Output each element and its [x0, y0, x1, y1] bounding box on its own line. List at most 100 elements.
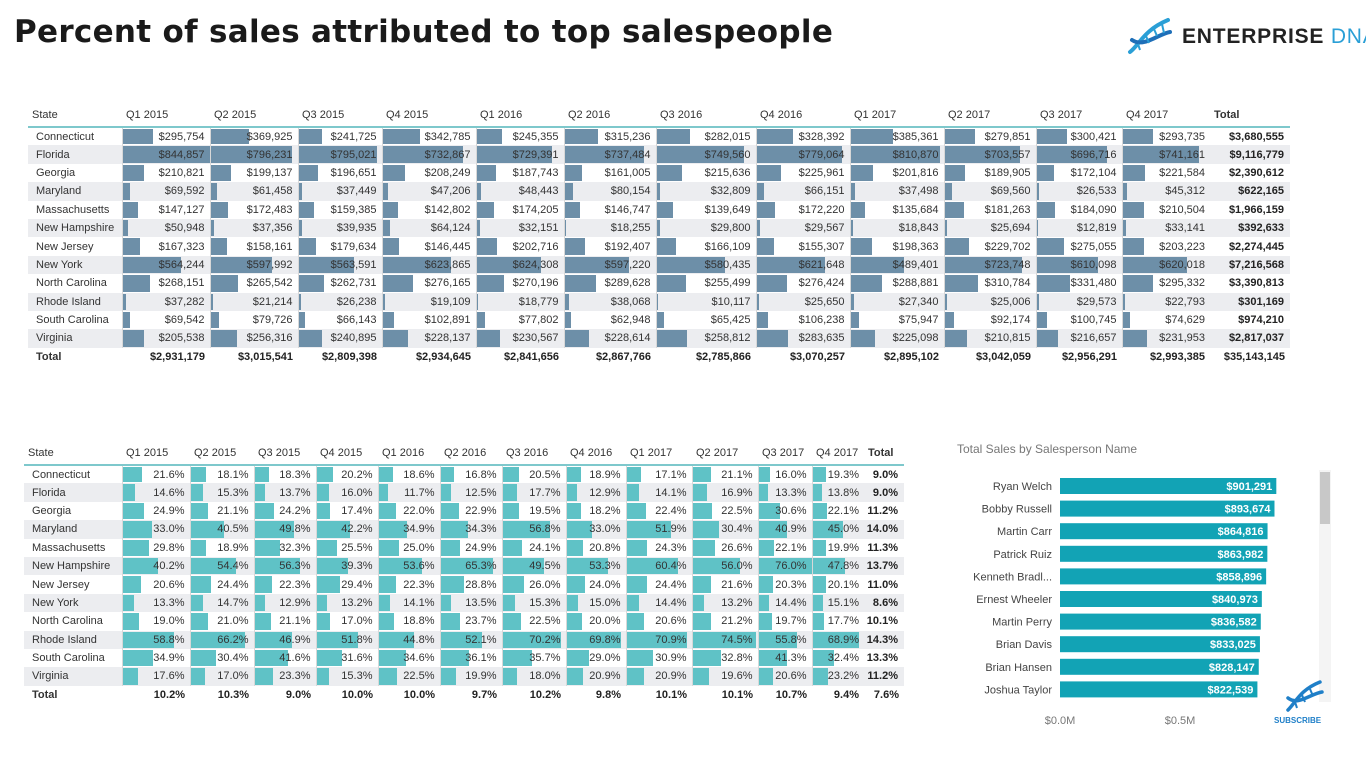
- table-row[interactable]: Massachusetts 29.8% 18.9% 32.3% 25.5% 25.0% 24…: [24, 538, 904, 557]
- column-header-total[interactable]: Total: [1214, 108, 1240, 121]
- column-header[interactable]: Q3 2016: [506, 446, 549, 459]
- table-cell: $38,068: [563, 292, 656, 311]
- table-cell: $315,236: [563, 127, 656, 146]
- data-bar: [210, 238, 227, 255]
- table-row[interactable]: Virginia 17.6% 17.0% 23.3% 15.3% 22.5% 19.9% 18…: [24, 667, 904, 686]
- chart-scrollbar-track[interactable]: [1319, 470, 1331, 702]
- data-bar: [564, 275, 596, 292]
- column-header[interactable]: Q1 2016: [382, 446, 425, 459]
- column-header[interactable]: Q2 2017: [948, 108, 991, 121]
- table-row[interactable]: South Carolina $69,542 $79,726 $66,143 $102,…: [28, 310, 1290, 330]
- salesperson-bar[interactable]: [1060, 681, 1258, 698]
- table-cell: 24.0%: [565, 575, 626, 594]
- table-row[interactable]: Maryland $69,592 $61,458 $37,449 $47,206 $48,…: [28, 182, 1290, 201]
- data-bar: [254, 576, 273, 593]
- table-row[interactable]: North Carolina $268,151 $265,542 $262,731 $2…: [28, 274, 1290, 293]
- salesperson-bar[interactable]: [1060, 478, 1277, 494]
- salesperson-bar[interactable]: [1060, 568, 1267, 585]
- column-header-state[interactable]: State: [32, 108, 58, 121]
- data-bar: [566, 668, 583, 685]
- row-total: $7,216,568: [1210, 255, 1290, 275]
- column-header[interactable]: Q1 2015: [126, 108, 169, 121]
- column-header[interactable]: Q4 2016: [570, 446, 613, 459]
- data-bar: [564, 219, 567, 237]
- table-row[interactable]: New York 13.3% 14.7% 12.9% 13.2% 14.1% 13.5% 15…: [24, 593, 904, 613]
- salesperson-bar[interactable]: [1060, 591, 1262, 607]
- column-header[interactable]: Q3 2015: [258, 446, 301, 459]
- table-row[interactable]: Georgia $210,821 $199,137 $196,651 $208,249 $…: [28, 163, 1290, 183]
- table-row[interactable]: Florida $844,857 $796,231 $795,021 $732,867 $…: [28, 145, 1290, 164]
- cell-value: $25,006: [990, 295, 1031, 308]
- chart-scrollbar-thumb[interactable]: [1320, 472, 1330, 524]
- table-cell: $32,809: [655, 182, 756, 201]
- table-cell: $564,244: [121, 255, 210, 275]
- table-row[interactable]: South Carolina 34.9% 30.4% 41.6% 31.6% 34.6% 3…: [24, 648, 904, 668]
- table-row[interactable]: North Carolina 19.0% 21.0% 21.1% 17.0% 18.8% 2…: [24, 612, 904, 631]
- table-cell: $37,498: [849, 182, 944, 201]
- column-header[interactable]: Q1 2015: [126, 446, 169, 459]
- data-bar: [758, 502, 780, 520]
- table-cell: $48,443: [475, 182, 564, 201]
- data-bar: [298, 183, 303, 200]
- data-bar: [626, 467, 642, 483]
- column-header[interactable]: Q3 2017: [762, 446, 805, 459]
- row-total: $392,633: [1210, 218, 1290, 238]
- column-header-state[interactable]: State: [28, 446, 54, 459]
- data-bar: [476, 183, 482, 200]
- column-header[interactable]: Q3 2015: [302, 108, 345, 121]
- column-header[interactable]: Q4 2017: [1126, 108, 1169, 121]
- cell-value: 22.5%: [529, 615, 561, 628]
- salesperson-bar[interactable]: [1060, 545, 1268, 562]
- salesperson-bar[interactable]: [1060, 636, 1260, 653]
- column-header[interactable]: Q4 2016: [760, 108, 803, 121]
- cell-value: $47,206: [430, 185, 471, 198]
- table-row[interactable]: New Hampshire 40.2% 54.4% 56.3% 39.3% 53.6% 65…: [24, 556, 904, 576]
- table-row[interactable]: Connecticut 21.6% 18.1% 18.3% 20.2% 18.6% 16.8…: [24, 465, 904, 484]
- cell-value: 29.0%: [589, 652, 621, 665]
- data-bar: [190, 502, 208, 520]
- data-bar: [378, 649, 407, 667]
- table-row[interactable]: Florida 14.6% 15.3% 13.7% 16.0% 11.7% 12.5% 17.…: [24, 483, 904, 502]
- column-header[interactable]: Q1 2017: [854, 108, 897, 121]
- table-row[interactable]: Virginia $205,538 $256,316 $240,895 $228,137…: [28, 329, 1290, 348]
- table-row[interactable]: New Jersey $167,323 $158,161 $179,634 $146,4…: [28, 237, 1290, 256]
- table-row[interactable]: New York $564,244 $597,992 $563,591 $623,865…: [28, 255, 1290, 275]
- table-cell: 19.9%: [439, 667, 502, 686]
- table-row[interactable]: Maryland 33.0% 40.5% 49.8% 42.2% 34.9% 34.3% 56…: [24, 520, 904, 539]
- column-header[interactable]: Q4 2015: [386, 108, 429, 121]
- column-header[interactable]: Q2 2017: [696, 446, 739, 459]
- cell-value: $385,361: [892, 130, 939, 143]
- table-row[interactable]: Rhode Island 58.8% 66.2% 46.9% 51.8% 44.8% 52.…: [24, 630, 904, 649]
- cell-value: 18.0%: [529, 670, 561, 683]
- column-header[interactable]: Q2 2015: [194, 446, 237, 459]
- column-header[interactable]: Q2 2016: [444, 446, 487, 459]
- salesperson-bar[interactable]: [1060, 523, 1268, 540]
- table-row[interactable]: Massachusetts $147,127 $172,483 $159,385 $14…: [28, 200, 1290, 219]
- table-cell: 76.0%: [757, 556, 812, 576]
- column-header-total[interactable]: Total: [868, 446, 894, 459]
- table-cell: 14.1%: [377, 593, 440, 613]
- column-header[interactable]: Q2 2016: [568, 108, 611, 121]
- column-header[interactable]: Q1 2017: [630, 446, 673, 459]
- column-header[interactable]: Q4 2015: [320, 446, 363, 459]
- table-row[interactable]: Georgia 24.9% 21.1% 24.2% 17.4% 22.0% 22.9% 19.…: [24, 501, 904, 521]
- data-bar: [298, 330, 323, 347]
- table-cell: 58.8%: [121, 630, 190, 649]
- column-header[interactable]: Q1 2016: [480, 108, 523, 121]
- cell-value: 26.6%: [721, 541, 753, 554]
- table-row[interactable]: Rhode Island $37,282 $21,214 $26,238 $19,109…: [28, 292, 1290, 311]
- brand-logo[interactable]: ENTERPRISE DNA: [1124, 14, 1366, 58]
- column-header[interactable]: Q3 2016: [660, 108, 703, 121]
- salesperson-bar[interactable]: [1060, 500, 1275, 517]
- salesperson-bar[interactable]: [1060, 658, 1259, 675]
- table-row[interactable]: New Jersey 20.6% 24.4% 22.3% 29.4% 22.3% 28.8%…: [24, 575, 904, 594]
- subscribe-button[interactable]: SUBSCRIBE: [1272, 676, 1332, 728]
- table-row[interactable]: Connecticut $295,754 $369,925 $241,725 $342,…: [28, 127, 1290, 146]
- column-header[interactable]: Q4 2017: [816, 446, 859, 459]
- column-header[interactable]: Q2 2015: [214, 108, 257, 121]
- row-header-state: Florida: [28, 145, 122, 164]
- column-header[interactable]: Q3 2017: [1040, 108, 1083, 121]
- data-bar: [758, 539, 774, 556]
- table-row[interactable]: New Hampshire $50,948 $37,356 $39,935 $64,12…: [28, 218, 1290, 238]
- salesperson-bar[interactable]: [1060, 613, 1261, 630]
